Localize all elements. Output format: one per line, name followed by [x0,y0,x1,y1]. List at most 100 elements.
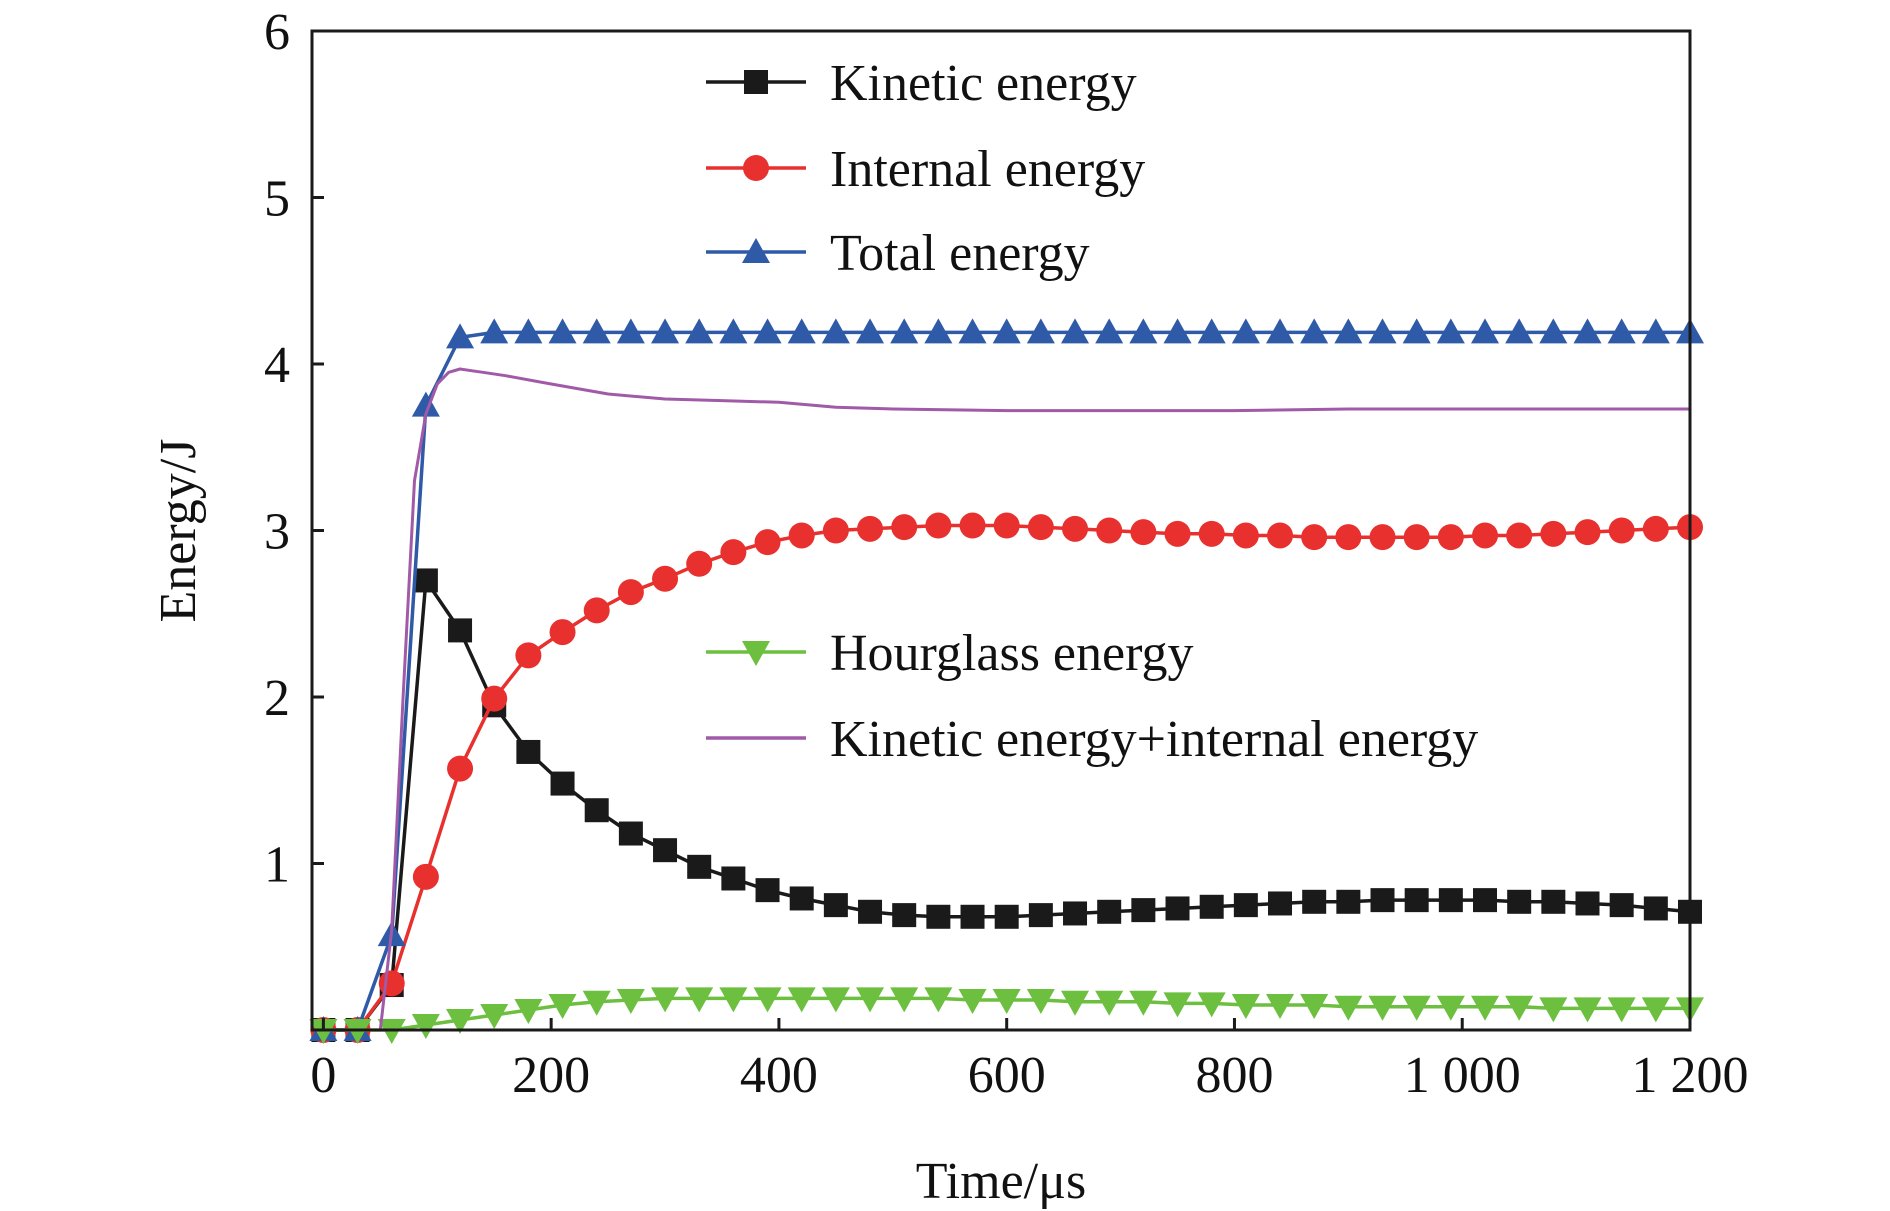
data-point-internal-energy [959,512,986,539]
data-point-total-energy [548,318,577,344]
x-tick-label: 1 000 [1404,1047,1521,1104]
data-point-internal-energy [1062,515,1089,542]
data-point-internal-energy [720,539,747,566]
data-point-internal-energy [788,522,815,549]
data-point-kinetic-energy [687,854,712,879]
y-axis-title: Energy/J [150,439,207,623]
legend-label: Kinetic energy+internal energy [830,711,1478,768]
data-point-hourglass-energy [1026,989,1055,1015]
data-point-total-energy [719,318,748,344]
data-point-hourglass-energy [446,1009,475,1035]
data-point-internal-energy [1198,520,1225,547]
data-point-kinetic-energy [584,798,609,823]
data-point-kinetic-energy [755,878,780,903]
data-point-kinetic-energy [960,904,985,929]
legend-entry-kinetic-energy-internal-energy: Kinetic energy+internal energy [706,711,1478,768]
data-point-internal-energy [1164,520,1191,547]
data-point-hourglass-energy [890,987,919,1013]
data-point-total-energy [446,323,475,349]
data-point-total-energy [856,318,885,344]
data-point-hourglass-energy [856,987,885,1013]
data-point-internal-energy [515,642,542,669]
series-line-kinetic-energy-internal-energy [323,367,1690,1032]
data-point-hourglass-energy [1607,997,1636,1023]
data-point-kinetic-energy [926,904,951,929]
legend-label: Internal energy [830,141,1145,198]
data-point-hourglass-energy [753,987,782,1013]
data-point-internal-energy [617,579,644,606]
legend-entry-total-energy: Total energy [706,225,1090,282]
data-point-total-energy [1471,318,1500,344]
legend-label: Total energy [830,225,1090,282]
data-point-hourglass-energy [1163,992,1192,1018]
data-point-kinetic-energy [1541,889,1566,914]
y-tick-label: 2 [264,670,290,727]
data-point-internal-energy [1608,517,1635,544]
data-point-internal-energy [925,512,952,539]
data-point-total-energy [616,318,645,344]
data-point-kinetic-energy [1063,901,1088,926]
data-point-hourglass-energy [992,989,1021,1015]
data-point-hourglass-energy [411,1014,440,1040]
legend-entry-internal-energy: Internal energy [706,141,1145,198]
data-point-internal-energy [652,565,679,592]
data-point-hourglass-energy [1061,990,1090,1016]
series-internal-energy [310,512,1703,1043]
data-point-hourglass-energy [1402,995,1431,1021]
data-point-hourglass-energy [1539,997,1568,1023]
data-point-kinetic-energy [823,893,848,918]
series-hourglass-energy [309,987,1704,1044]
data-point-total-energy [1095,318,1124,344]
data-point-total-energy [753,318,782,344]
data-point-internal-energy [1574,519,1601,546]
data-point-internal-energy [1540,520,1567,547]
data-point-kinetic-energy [1233,893,1258,918]
legend-marker [742,238,770,263]
data-point-internal-energy [1642,515,1669,542]
data-point-total-energy [1163,318,1192,344]
data-point-total-energy [1129,318,1158,344]
data-point-total-energy [1334,318,1363,344]
data-point-total-energy [514,318,543,344]
data-point-kinetic-energy [1507,889,1532,914]
data-point-total-energy [1641,318,1670,344]
data-point-internal-energy [583,597,610,624]
data-point-kinetic-energy [516,739,541,764]
data-point-total-energy [1573,318,1602,344]
data-point-total-energy [411,391,440,417]
data-point-kinetic-energy [413,568,438,593]
ticks-layer: 0 200 400 600 800 1 000 1 200 1 2 3 4 5 6 [264,4,1749,1104]
data-point-internal-energy [686,550,713,577]
data-point-hourglass-energy [1368,995,1397,1021]
data-point-hourglass-energy [1436,995,1465,1021]
x-tick-label: 600 [968,1047,1046,1104]
data-point-kinetic-energy [1028,903,1053,928]
data-point-internal-energy [1301,524,1328,551]
data-point-kinetic-energy [1643,896,1668,921]
legend-label: Kinetic energy [830,55,1137,112]
data-point-kinetic-energy [1370,888,1395,913]
data-point-hourglass-energy [1641,997,1670,1023]
data-point-hourglass-energy [548,994,577,1020]
legend: Kinetic energy Internal energy Total energ… [706,55,1478,768]
data-point-kinetic-energy [1097,899,1122,924]
data-point-internal-energy [993,512,1020,539]
y-tick-label: 1 [264,837,290,894]
data-point-total-energy [890,318,919,344]
data-point-internal-energy [1506,522,1533,549]
data-point-total-energy [1368,318,1397,344]
data-point-total-energy [1061,318,1090,344]
data-point-kinetic-energy [1199,894,1224,919]
data-point-total-energy [1436,318,1465,344]
data-point-hourglass-energy [1266,994,1295,1020]
data-point-kinetic-energy [1131,898,1156,923]
data-point-hourglass-energy [1129,990,1158,1016]
data-point-hourglass-energy [651,987,680,1013]
data-point-internal-energy [1369,524,1396,551]
data-point-internal-energy [1472,522,1499,549]
legend-entry-hourglass-energy: Hourglass energy [706,625,1193,682]
data-point-kinetic-energy [1268,891,1293,916]
data-point-total-energy [958,318,987,344]
data-point-hourglass-energy [480,1004,509,1030]
data-point-internal-energy [549,619,576,646]
